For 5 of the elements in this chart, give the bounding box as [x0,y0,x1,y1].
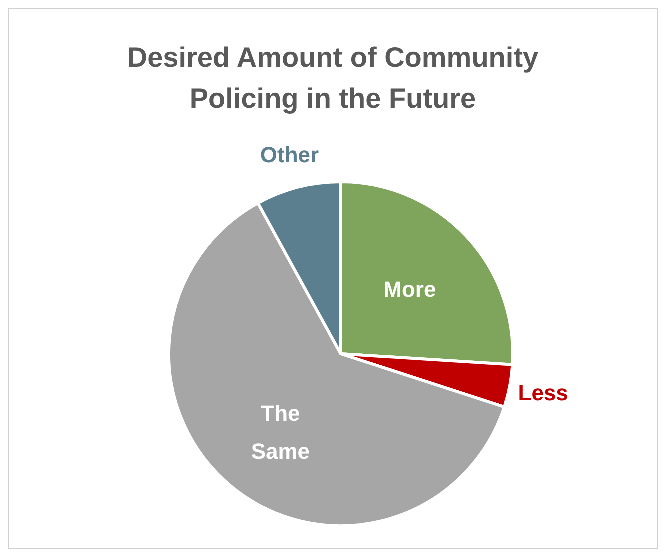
slice-label: More [384,276,436,302]
slice-label: The Same [251,400,310,464]
chart-title: Desired Amount of Community Policing in the Future [126,41,540,116]
slice-label: Less [518,380,568,406]
slice-label: Other [260,142,320,167]
